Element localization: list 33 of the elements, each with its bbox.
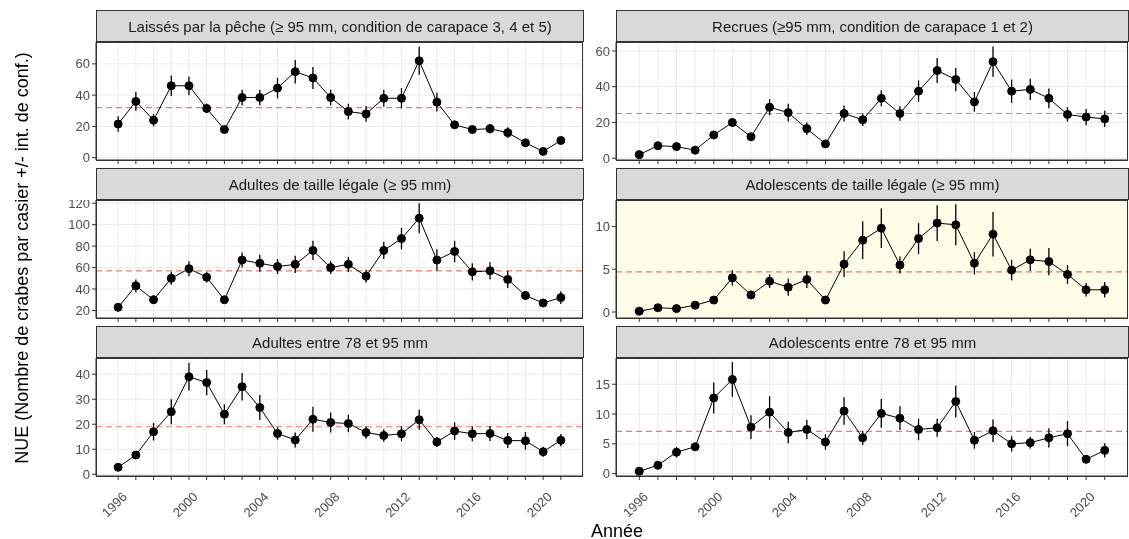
y-tick-label: 0 [602, 466, 610, 482]
y-tick-label: 0 [82, 466, 90, 482]
y-tick-label: 15 [595, 376, 610, 392]
y-tick-label: 0 [602, 150, 610, 166]
y-tick-label: 40 [75, 281, 90, 297]
chart-title: Adultes de taille légale (≥ 95 mm) [228, 175, 452, 193]
y-tick-label: 10 [595, 406, 610, 422]
chart-title: Adolescents entre 78 et 95 mm [768, 333, 977, 351]
y-tick-label: 0 [602, 304, 610, 320]
y-tick-label: 0 [82, 150, 90, 166]
y-tick-label: 5 [602, 436, 610, 452]
chart-title: Adultes entre 78 et 95 mm [252, 333, 428, 351]
y-tick-label: 20 [75, 416, 90, 432]
y-tick-label: 5 [602, 261, 610, 277]
y-tick-label: 40 [75, 366, 90, 382]
y-tick-label: 10 [595, 219, 610, 235]
y-tick-label: 40 [595, 79, 610, 95]
y-tick-label: 100 [68, 217, 90, 233]
chart-title: Laissés par la pêche (≥ 95 mm, condition de carapace 3, 4 et 5) [128, 17, 552, 35]
y-tick-label: 60 [75, 56, 90, 72]
y-tick-label: 10 [75, 441, 90, 457]
x-axis-title: Année [590, 520, 644, 539]
chart-title: Adolescents de taille légale (≥ 95 mm) [745, 175, 1000, 193]
y-tick-label: 30 [75, 391, 90, 407]
y-tick-label: 20 [75, 119, 90, 135]
y-tick-label: 40 [75, 87, 90, 103]
y-tick-label: 80 [75, 238, 90, 254]
y-tick-label: 20 [75, 303, 90, 319]
y-tick-label: 60 [75, 260, 90, 276]
chart-title: Recrues (≥95 mm, condition de carapace 1 et 2) [712, 17, 1033, 35]
y-tick-label: 60 [595, 43, 610, 59]
y-axis-title: NUE (Nombre de crabes par casier +/- int. de conf.) [11, 52, 33, 464]
y-tick-label: 20 [595, 115, 610, 131]
